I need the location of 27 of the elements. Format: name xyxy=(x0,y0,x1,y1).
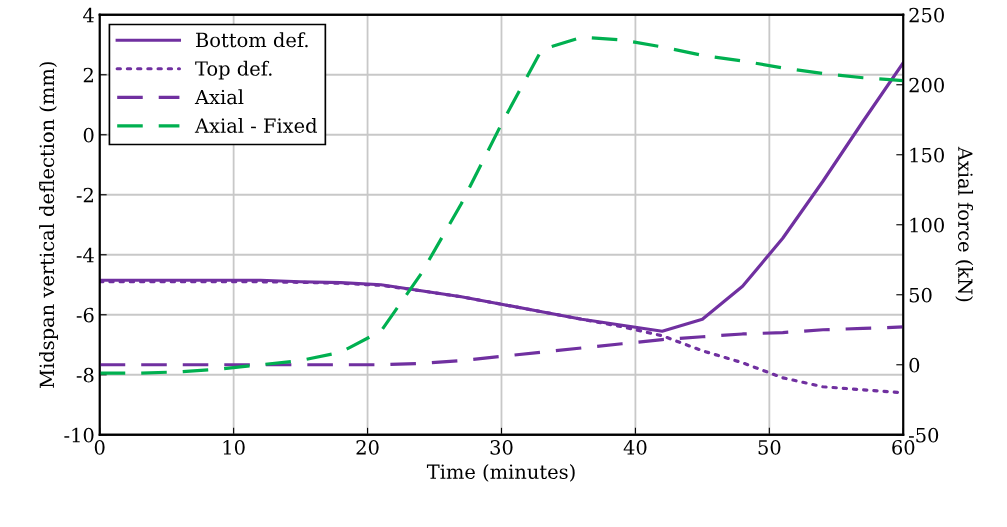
legend-label: Axial xyxy=(194,89,244,105)
y2-tick-label: 0 xyxy=(909,357,920,373)
y-tick-label: -6 xyxy=(76,307,94,323)
y-tick-label: 4 xyxy=(83,7,94,23)
x-tick-label: 30 xyxy=(490,439,513,455)
y-tick-label: -2 xyxy=(76,187,93,203)
y-axis-title: Midspan vertical deflection (mm) xyxy=(39,62,58,388)
y-tick-label: -8 xyxy=(76,367,94,383)
y-tick-label: -10 xyxy=(64,427,94,443)
x-tick-label: 20 xyxy=(356,439,379,455)
y2-tick-label: 100 xyxy=(910,217,944,233)
x-tick-label: 40 xyxy=(623,439,647,455)
y2-tick-label: 200 xyxy=(909,77,944,93)
x-tick-label: 0 xyxy=(94,439,105,455)
y2-tick-label: 50 xyxy=(909,287,932,303)
y-tick-label: 2 xyxy=(83,67,93,83)
x-tick-label: 10 xyxy=(223,439,245,455)
y2-tick-label: 250 xyxy=(909,7,944,23)
legend-label: Top def. xyxy=(195,60,272,80)
y-tick-label: 0 xyxy=(83,127,94,143)
legend-label: Axial - Fixed xyxy=(194,117,317,133)
x-tick-label: 50 xyxy=(758,439,781,455)
x-axis-title: Time (minutes) xyxy=(426,464,575,482)
legend-label: Bottom def. xyxy=(196,32,308,48)
y2-tick-label: 150 xyxy=(910,147,944,163)
y2-axis-title: Axial force (kN) xyxy=(955,146,974,302)
y-tick-label: -4 xyxy=(76,247,94,263)
